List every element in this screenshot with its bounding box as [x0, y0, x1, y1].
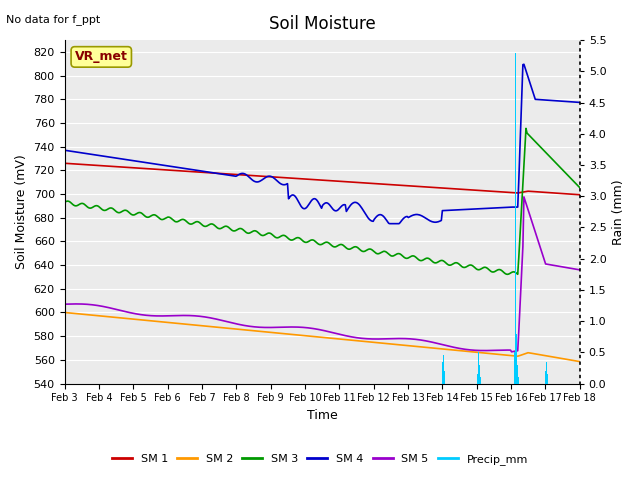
Bar — [480, 377, 481, 384]
Bar — [444, 371, 445, 384]
SM 4 — [305, 201, 313, 207]
SM 3 — [308, 237, 316, 243]
SM 2 — [576, 359, 584, 364]
Y-axis label: Soil Moisture (mV): Soil Moisture (mV) — [15, 155, 28, 269]
SM 4 — [339, 202, 347, 208]
SM 3 — [339, 242, 347, 248]
SM 3 — [522, 125, 530, 131]
SM 1 — [308, 177, 316, 182]
Bar — [477, 374, 478, 384]
Bar — [515, 53, 516, 384]
Bar — [478, 352, 479, 384]
Line: SM 3: SM 3 — [65, 128, 580, 274]
SM 2 — [367, 339, 375, 345]
SM 3 — [483, 265, 491, 271]
SM 5 — [483, 348, 491, 353]
Bar — [545, 371, 547, 384]
SM 3 — [566, 174, 573, 180]
Text: No data for f_ppt: No data for f_ppt — [6, 14, 100, 25]
Bar — [479, 365, 480, 384]
Y-axis label: Rain (mm): Rain (mm) — [612, 179, 625, 245]
Line: SM 1: SM 1 — [65, 163, 580, 195]
SM 5 — [508, 349, 515, 355]
SM 3 — [61, 200, 68, 205]
SM 2 — [305, 333, 313, 339]
SM 5 — [308, 325, 316, 331]
Bar — [514, 352, 515, 384]
SM 4 — [386, 221, 394, 227]
SM 5 — [305, 325, 313, 331]
Legend: SM 1, SM 2, SM 3, SM 4, SM 5, Precip_mm: SM 1, SM 2, SM 3, SM 4, SM 5, Precip_mm — [108, 450, 532, 469]
SM 1 — [576, 192, 584, 198]
Bar — [547, 374, 548, 384]
SM 1 — [305, 177, 313, 182]
SM 4 — [576, 99, 584, 105]
SM 4 — [367, 218, 375, 224]
SM 4 — [61, 147, 68, 153]
SM 4 — [308, 197, 316, 203]
Bar — [443, 355, 444, 384]
SM 5 — [520, 194, 528, 200]
Text: VR_met: VR_met — [75, 50, 128, 63]
Bar — [546, 361, 547, 384]
SM 5 — [367, 336, 375, 342]
SM 4 — [484, 205, 492, 211]
SM 2 — [61, 310, 68, 315]
SM 4 — [566, 99, 573, 105]
SM 1 — [61, 160, 68, 166]
Line: SM 4: SM 4 — [65, 64, 580, 224]
SM 2 — [483, 350, 491, 356]
SM 1 — [563, 191, 571, 197]
SM 3 — [576, 185, 584, 191]
SM 5 — [566, 265, 573, 271]
SM 2 — [308, 334, 316, 339]
Line: SM 2: SM 2 — [65, 312, 580, 361]
SM 3 — [367, 246, 375, 252]
SM 1 — [339, 179, 347, 184]
SM 2 — [339, 336, 347, 342]
X-axis label: Time: Time — [307, 409, 337, 422]
Bar — [518, 377, 520, 384]
SM 2 — [563, 357, 571, 362]
SM 5 — [576, 267, 584, 273]
Bar — [442, 361, 443, 384]
Title: Soil Moisture: Soil Moisture — [269, 15, 376, 33]
SM 5 — [339, 332, 347, 338]
Bar — [517, 365, 518, 384]
SM 3 — [504, 271, 511, 277]
SM 4 — [520, 61, 528, 67]
SM 1 — [367, 180, 375, 186]
Bar — [516, 334, 517, 384]
SM 1 — [483, 188, 491, 194]
SM 5 — [61, 301, 68, 307]
SM 3 — [305, 238, 313, 244]
Line: SM 5: SM 5 — [65, 197, 580, 352]
